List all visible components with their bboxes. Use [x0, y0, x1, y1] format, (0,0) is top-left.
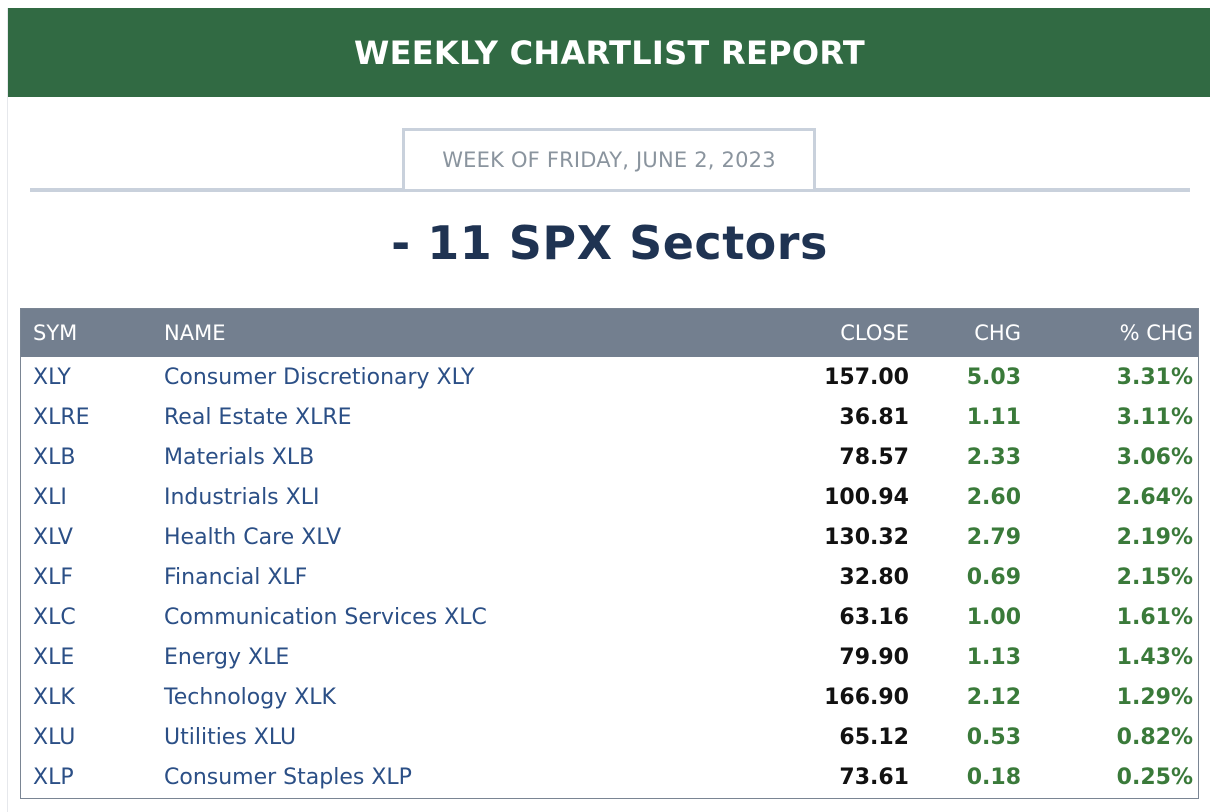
sector-name-link[interactable]: Materials XLB	[164, 444, 315, 470]
change-value: 2.79	[966, 524, 1021, 550]
percent-change-value: 1.61%	[1116, 604, 1193, 630]
symbol-link[interactable]: XLI	[33, 484, 67, 510]
close-value: 166.90	[824, 684, 909, 710]
sector-name-link[interactable]: Consumer Discretionary XLY	[164, 364, 475, 390]
table-header: SYM NAME CLOSE CHG % CHG	[21, 309, 1198, 357]
change-value: 2.33	[966, 444, 1021, 470]
table-row: XLU Utilities XLU 65.12 0.53 0.82%	[21, 717, 1198, 757]
table-row: XLY Consumer Discretionary XLY 157.00 5.03 3…	[21, 357, 1198, 397]
symbol-link[interactable]: XLP	[33, 764, 74, 790]
close-value: 130.32	[824, 524, 909, 550]
column-header-close[interactable]: CLOSE	[840, 321, 909, 345]
percent-change-value: 1.29%	[1116, 684, 1193, 710]
table-body: XLY Consumer Discretionary XLY 157.00 5.03 3…	[21, 357, 1198, 797]
sector-name-link[interactable]: Industrials XLI	[164, 484, 320, 510]
change-value: 1.13	[966, 644, 1021, 670]
report-title: WEEKLY CHARTLIST REPORT	[354, 33, 865, 72]
change-value: 0.53	[966, 724, 1021, 750]
percent-change-value: 1.43%	[1116, 644, 1193, 670]
table-row: XLB Materials XLB 78.57 2.33 3.06%	[21, 437, 1198, 477]
report-banner: WEEKLY CHARTLIST REPORT	[8, 8, 1210, 97]
sector-name-link[interactable]: Communication Services XLC	[164, 604, 487, 630]
sector-name-link[interactable]: Technology XLK	[164, 684, 336, 710]
change-value: 5.03	[966, 364, 1021, 390]
column-header-name[interactable]: NAME	[164, 321, 226, 345]
report-page: WEEKLY CHARTLIST REPORT WEEK OF FRIDAY, …	[7, 8, 1210, 812]
week-label: WEEK OF FRIDAY, JUNE 2, 2023	[442, 148, 776, 172]
change-value: 1.11	[966, 404, 1021, 430]
symbol-link[interactable]: XLC	[33, 604, 76, 630]
sector-name-link[interactable]: Consumer Staples XLP	[164, 764, 412, 790]
percent-change-value: 0.25%	[1116, 764, 1193, 790]
change-value: 2.12	[966, 684, 1021, 710]
close-value: 100.94	[824, 484, 909, 510]
close-value: 73.61	[839, 764, 909, 790]
symbol-link[interactable]: XLY	[33, 364, 71, 390]
percent-change-value: 3.31%	[1116, 364, 1193, 390]
week-label-box: WEEK OF FRIDAY, JUNE 2, 2023	[402, 128, 816, 189]
sectors-table: SYM NAME CLOSE CHG % CHG XLY Consumer Dis…	[20, 308, 1199, 799]
percent-change-value: 2.64%	[1116, 484, 1193, 510]
percent-change-value: 2.15%	[1116, 564, 1193, 590]
sector-name-link[interactable]: Utilities XLU	[164, 724, 297, 750]
table-row: XLV Health Care XLV 130.32 2.79 2.19%	[21, 517, 1198, 557]
table-row: XLE Energy XLE 79.90 1.13 1.43%	[21, 637, 1198, 677]
sector-name-link[interactable]: Financial XLF	[164, 564, 308, 590]
percent-change-value: 0.82%	[1116, 724, 1193, 750]
percent-change-value: 2.19%	[1116, 524, 1193, 550]
close-value: 78.57	[839, 444, 909, 470]
table-row: XLC Communication Services XLC 63.16 1.00 1.…	[21, 597, 1198, 637]
change-value: 2.60	[966, 484, 1021, 510]
close-value: 63.16	[839, 604, 909, 630]
column-header-chg[interactable]: CHG	[974, 321, 1021, 345]
close-value: 36.81	[839, 404, 909, 430]
column-header-pct-chg[interactable]: % CHG	[1119, 321, 1193, 345]
column-header-sym[interactable]: SYM	[33, 321, 78, 345]
close-value: 32.80	[839, 564, 909, 590]
close-value: 157.00	[824, 364, 909, 390]
table-row: XLI Industrials XLI 100.94 2.60 2.64%	[21, 477, 1198, 517]
close-value: 65.12	[839, 724, 909, 750]
table-row: XLK Technology XLK 166.90 2.12 1.29%	[21, 677, 1198, 717]
table-row: XLRE Real Estate XLRE 36.81 1.11 3.11%	[21, 397, 1198, 437]
report-subtitle: - 11 SPX Sectors	[391, 216, 828, 270]
sector-name-link[interactable]: Real Estate XLRE	[164, 404, 352, 430]
symbol-link[interactable]: XLRE	[33, 404, 90, 430]
table-row: XLP Consumer Staples XLP 73.61 0.18 0.25%	[21, 757, 1198, 797]
symbol-link[interactable]: XLK	[33, 684, 75, 710]
symbol-link[interactable]: XLU	[33, 724, 76, 750]
symbol-link[interactable]: XLF	[33, 564, 73, 590]
change-value: 1.00	[966, 604, 1021, 630]
sector-name-link[interactable]: Energy XLE	[164, 644, 290, 670]
close-value: 79.90	[839, 644, 909, 670]
symbol-link[interactable]: XLV	[33, 524, 73, 550]
change-value: 0.18	[966, 764, 1021, 790]
week-divider	[30, 188, 1190, 192]
symbol-link[interactable]: XLB	[33, 444, 76, 470]
percent-change-value: 3.11%	[1116, 404, 1193, 430]
symbol-link[interactable]: XLE	[33, 644, 75, 670]
sector-name-link[interactable]: Health Care XLV	[164, 524, 342, 550]
percent-change-value: 3.06%	[1116, 444, 1193, 470]
change-value: 0.69	[966, 564, 1021, 590]
table-row: XLF Financial XLF 32.80 0.69 2.15%	[21, 557, 1198, 597]
